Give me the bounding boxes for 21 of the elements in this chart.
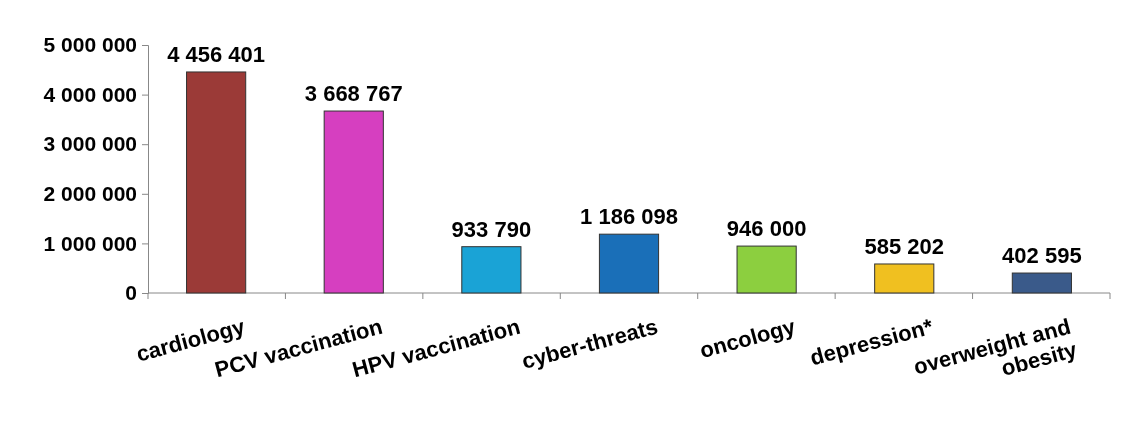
bar <box>1011 272 1072 294</box>
bar <box>323 110 384 294</box>
y-tick-label: 0 <box>125 281 137 305</box>
data-label: 1 186 098 <box>580 204 678 230</box>
bar <box>736 245 797 294</box>
bar <box>598 233 660 294</box>
y-tick-label: 3 000 000 <box>43 132 137 156</box>
data-label: 946 000 <box>726 216 807 242</box>
bar <box>874 263 935 294</box>
bar <box>461 246 522 294</box>
y-tick-label: 5 000 000 <box>43 33 137 57</box>
bar <box>186 71 247 294</box>
data-label: 4 456 401 <box>167 41 266 67</box>
x-tick-label: oncology <box>697 313 799 364</box>
data-label: 402 595 <box>1002 243 1082 269</box>
data-label: 585 202 <box>864 233 945 259</box>
y-tick-label: 2 000 000 <box>43 182 137 206</box>
y-tick-label: 1 000 000 <box>43 231 137 255</box>
data-label: 3 668 767 <box>304 81 403 107</box>
data-label: 933 790 <box>451 216 532 242</box>
y-tick-label: 4 000 000 <box>43 82 137 106</box>
